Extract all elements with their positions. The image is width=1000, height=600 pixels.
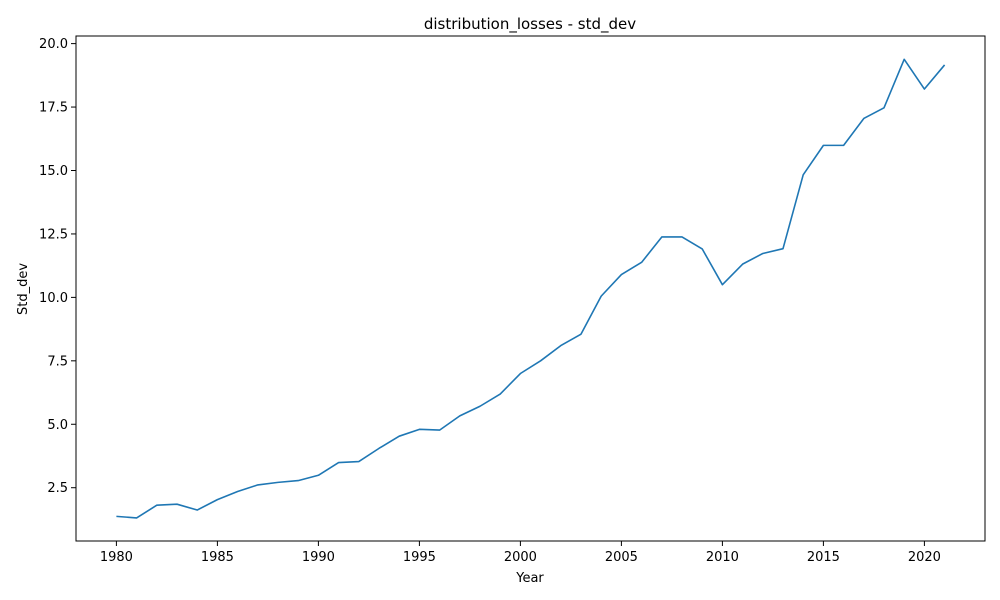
y-tick-label: 17.5	[39, 101, 68, 116]
y-tick-label: 10.0	[39, 291, 68, 306]
series-layer	[116, 58, 946, 519]
x-axis-label: Year	[515, 571, 544, 586]
x-tick-label: 2010	[706, 550, 739, 565]
x-tick-label: 1995	[403, 550, 436, 565]
x-tick-label: 2005	[605, 550, 638, 565]
y-axis-label: Std_dev	[16, 263, 31, 315]
y-tick-label: 7.5	[47, 354, 68, 369]
y-tick-label: 20.0	[39, 37, 68, 52]
y-tick-label: 2.5	[47, 481, 68, 496]
x-tick-label: 2020	[908, 550, 941, 565]
x-tick-label: 2015	[807, 550, 840, 565]
x-tick-label: 2000	[504, 550, 537, 565]
x-tick-label: 1980	[100, 550, 133, 565]
plot-frame	[75, 35, 986, 542]
series-line	[116, 58, 946, 519]
chart-title: distribution_losses - std_dev	[424, 15, 636, 34]
x-tick-label: 1990	[302, 550, 335, 565]
y-tick-label: 15.0	[39, 164, 68, 179]
x-tick-label: 1985	[201, 550, 234, 565]
axis-ticks: 1980 1985 1990 1995 2000 2005 2010 2015 2020 2.5 5…	[39, 37, 941, 565]
y-tick-label: 5.0	[47, 418, 68, 433]
y-tick-label: 12.5	[39, 227, 68, 242]
